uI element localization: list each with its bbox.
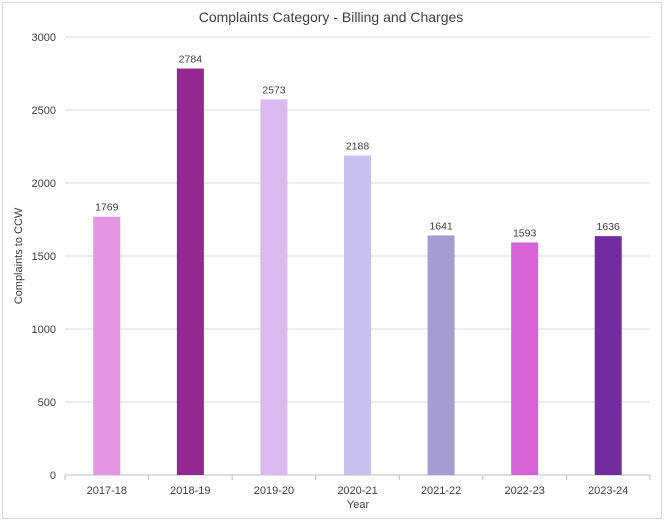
bar-2022-23 — [511, 242, 539, 475]
data-label: 2188 — [346, 141, 370, 153]
bar-2023-24 — [594, 236, 622, 475]
y-axis-label: Complaints to CCW — [13, 207, 25, 304]
data-label: 1593 — [513, 227, 537, 239]
bars — [93, 68, 622, 475]
bar-2018-19 — [176, 68, 204, 475]
data-labels: 1769 2784 2573 2188 1641 1593 1636 — [95, 54, 620, 240]
bar-2020-21 — [344, 155, 371, 475]
bar-2019-20 — [260, 99, 288, 475]
x-tick-label: 2021-22 — [421, 485, 461, 497]
y-tick-label: 2000 — [32, 178, 56, 190]
y-tick-label: 1000 — [32, 324, 56, 336]
x-tick-label: 2019-20 — [254, 485, 294, 497]
x-axis-ticks: 2017-18 2018-19 2019-20 2020-21 2021-22 2022-… — [64, 475, 651, 497]
x-tick-label: 2020-21 — [337, 485, 377, 497]
x-tick-label: 2017-18 — [87, 485, 127, 497]
data-label: 1641 — [429, 220, 453, 232]
x-tick-label: 2022-23 — [504, 485, 544, 497]
data-label: 2573 — [262, 84, 286, 96]
bar-2017-18 — [93, 216, 121, 475]
x-tick-label: 2023-24 — [588, 485, 628, 497]
y-tick-label: 0 — [50, 470, 56, 482]
data-label: 1769 — [95, 202, 119, 214]
x-axis-label: Year — [347, 499, 370, 511]
bar-2021-22 — [427, 235, 455, 475]
x-tick-label: 2018-19 — [170, 485, 210, 497]
chart-title: Complaints Category - Billing and Charge… — [199, 9, 464, 25]
y-tick-label: 500 — [38, 397, 56, 409]
y-tick-label: 3000 — [32, 32, 56, 44]
y-tick-label: 2500 — [32, 105, 56, 117]
y-tick-label: 1500 — [32, 251, 56, 263]
data-label: 2784 — [179, 54, 203, 66]
y-axis-ticks: 0 500 1000 1500 2000 2500 3000 — [32, 32, 56, 482]
data-label: 1636 — [597, 221, 621, 233]
